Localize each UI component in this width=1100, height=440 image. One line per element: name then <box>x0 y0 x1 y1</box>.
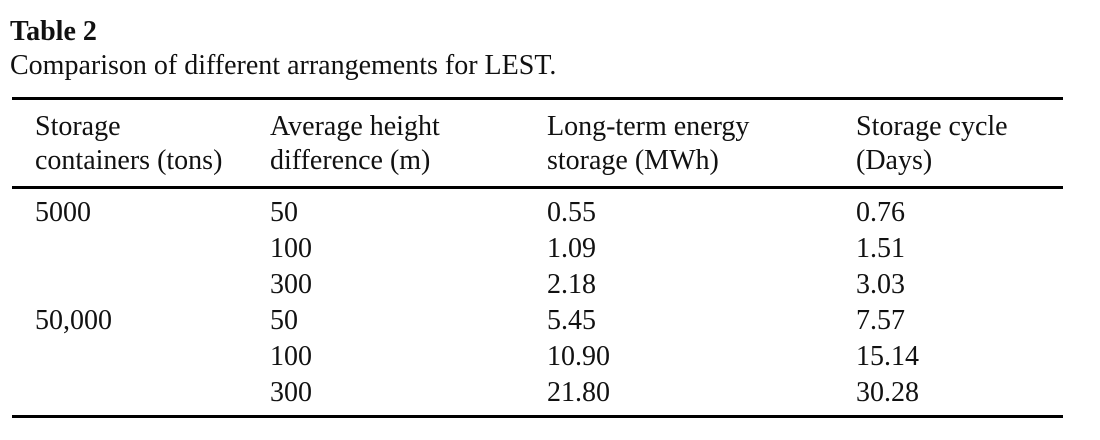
cell-energy-storage: 10.90 <box>547 341 610 372</box>
cell-height-difference: 300 <box>270 377 312 408</box>
header-line: Storage <box>35 111 121 142</box>
cell-storage-containers: 5000 <box>35 197 91 228</box>
cell-storage-cycle: 15.14 <box>856 341 919 372</box>
header-row: Storage containers (tons) Average height… <box>12 98 1063 189</box>
cell-storage-cycle: 1.51 <box>856 233 905 264</box>
header-line: containers (tons) <box>35 145 223 176</box>
cell-storage-cycle: 0.76 <box>856 197 905 228</box>
header-line: Long-term energy <box>547 111 750 142</box>
cell-energy-storage: 21.80 <box>547 377 610 408</box>
cell-storage-cycle: 7.57 <box>856 305 905 336</box>
table-row: 50,000 50 5.45 7.57 <box>12 303 1063 339</box>
header-line: Average height <box>270 111 440 142</box>
cell-energy-storage: 0.55 <box>547 197 596 228</box>
header-cell-storage-containers: Storage containers (tons) <box>12 98 247 189</box>
header-line: Storage cycle <box>856 111 1008 142</box>
table-row: 300 21.80 30.28 <box>12 375 1063 417</box>
cell-energy-storage: 2.18 <box>547 269 596 300</box>
table-caption: Comparison of different arrangements for… <box>10 50 557 81</box>
cell-height-difference: 50 <box>270 305 298 336</box>
cell-height-difference: 100 <box>270 233 312 264</box>
table-row: 300 2.18 3.03 <box>12 267 1063 303</box>
table-row: 100 10.90 15.14 <box>12 339 1063 375</box>
cell-height-difference: 50 <box>270 197 298 228</box>
header-cell-storage-cycle: Storage cycle (Days) <box>833 98 1063 189</box>
cell-storage-containers <box>12 267 247 303</box>
header-line: difference (m) <box>270 145 431 176</box>
cell-storage-containers <box>12 339 247 375</box>
cell-height-difference: 300 <box>270 269 312 300</box>
header-cell-height-difference: Average height difference (m) <box>247 98 524 189</box>
table-row: 5000 50 0.55 0.76 <box>12 188 1063 232</box>
table-title: Table 2 <box>10 16 97 47</box>
table-row: 100 1.09 1.51 <box>12 231 1063 267</box>
cell-storage-containers <box>12 231 247 267</box>
cell-storage-containers: 50,000 <box>35 305 112 336</box>
cell-height-difference: 100 <box>270 341 312 372</box>
cell-storage-cycle: 3.03 <box>856 269 905 300</box>
header-line: (Days) <box>856 145 933 176</box>
cell-energy-storage: 1.09 <box>547 233 596 264</box>
cell-energy-storage: 5.45 <box>547 305 596 336</box>
data-table: Storage containers (tons) Average height… <box>12 97 1063 418</box>
header-line: storage (MWh) <box>547 145 719 176</box>
cell-storage-cycle: 30.28 <box>856 377 919 408</box>
header-cell-energy-storage: Long-term energy storage (MWh) <box>524 98 833 189</box>
cell-storage-containers <box>12 375 247 417</box>
